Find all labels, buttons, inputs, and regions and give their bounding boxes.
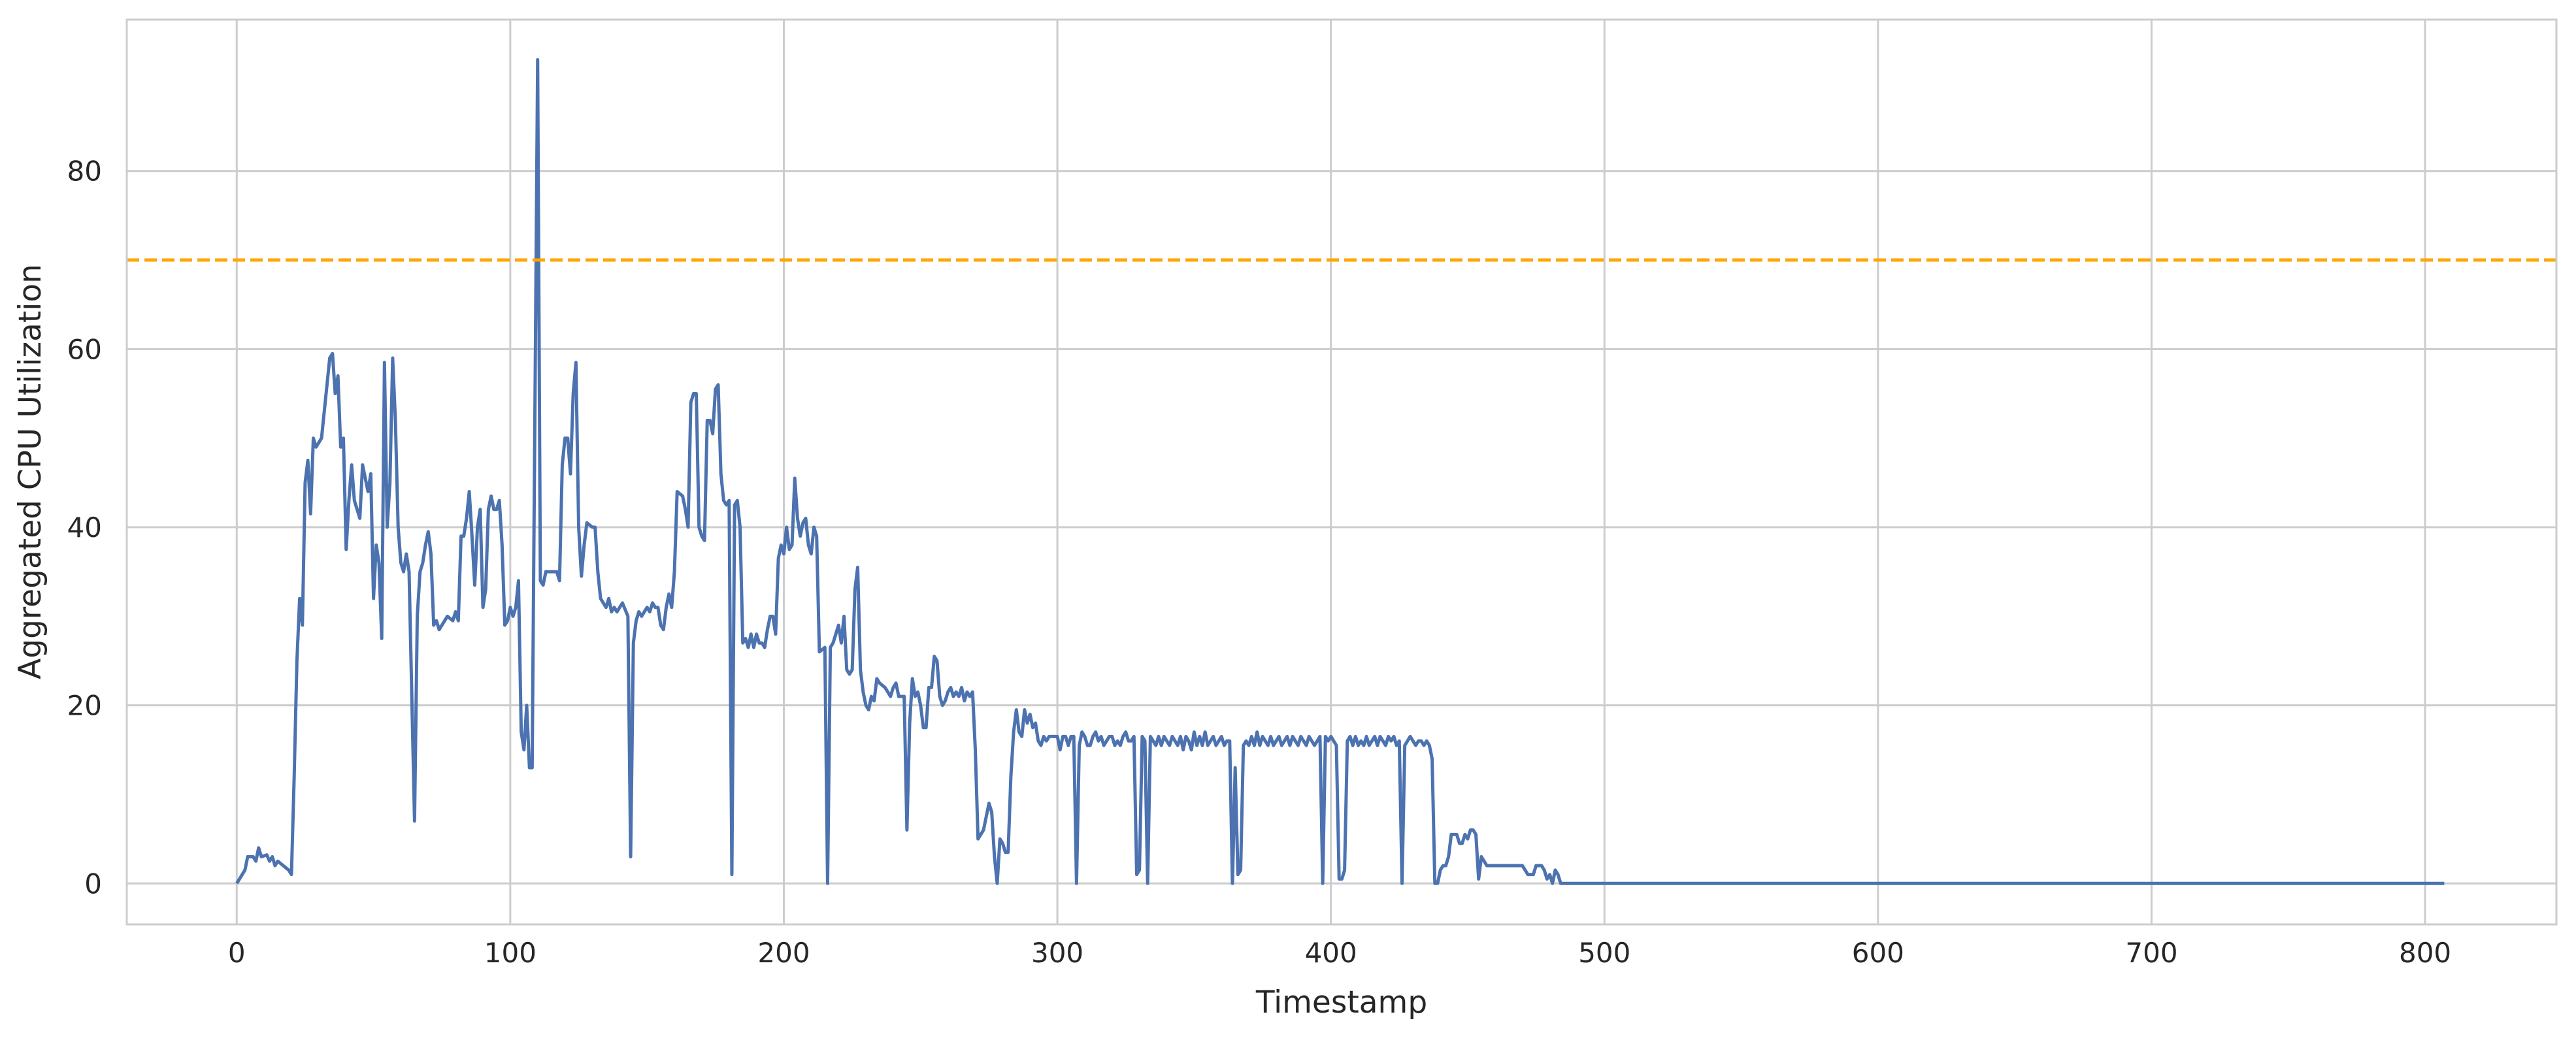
x-tick-label: 0 <box>228 937 246 969</box>
data-line <box>235 57 2445 885</box>
x-tick-label: 300 <box>1031 937 1083 969</box>
x-tick-label: 500 <box>1578 937 1630 969</box>
y-tick-label: 60 <box>67 333 102 365</box>
y-tick-label: 20 <box>67 690 102 722</box>
plot-frame <box>125 18 2558 926</box>
y-tick-label: 0 <box>84 868 102 900</box>
y-tick-label: 40 <box>67 512 102 544</box>
x-tick-label: 400 <box>1305 937 1357 969</box>
x-tick-label: 200 <box>757 937 810 969</box>
x-axis-label: Timestamp <box>1255 985 1427 1020</box>
tick-labels: 0 100 200 300 400 500 600 700 800 0 20 40 60 80 <box>67 155 2452 969</box>
y-axis-label: Aggregated CPU Utilization <box>12 264 48 679</box>
x-tick-label: 600 <box>1852 937 1904 969</box>
y-tick-label: 80 <box>67 155 102 187</box>
plot-marks <box>127 57 2556 885</box>
x-tick-label: 700 <box>2125 937 2177 969</box>
x-tick-label: 100 <box>484 937 537 969</box>
x-tick-label: 800 <box>2399 937 2451 969</box>
